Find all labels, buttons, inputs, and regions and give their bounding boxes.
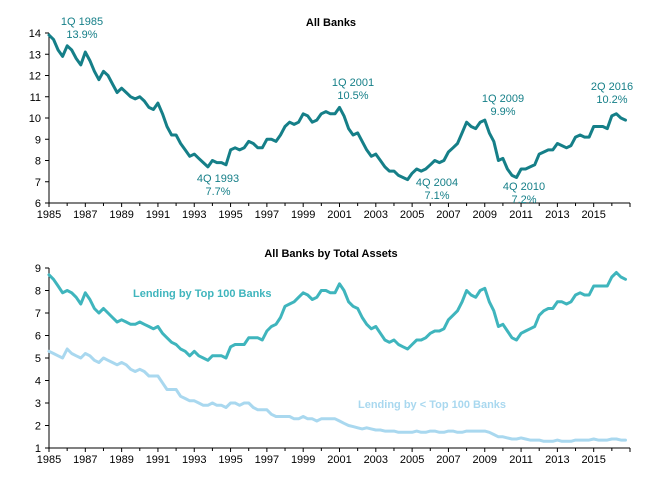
x-tick-label: 2009 (473, 454, 497, 466)
series-label-below-top100: Lending by < Top 100 Banks (358, 399, 506, 411)
annotation-1q2001-value: 10.5% (337, 90, 368, 102)
x-tick-label: 1999 (291, 209, 315, 221)
x-tick-label: 2007 (436, 209, 460, 221)
x-tick-label: 1987 (73, 209, 97, 221)
x-tick-label: 2001 (327, 454, 351, 466)
annotation-4q2004-value: 7.1% (424, 190, 449, 202)
annotation-4q2004-period: 4Q 2004 (416, 177, 458, 189)
chart1-series-line-1 (47, 33, 627, 182)
y-tick-label: 10 (29, 113, 41, 125)
y-tick-label: 13 (29, 49, 41, 61)
annotation-1q2009-value: 9.9% (490, 106, 515, 118)
x-tick-label: 2015 (581, 209, 605, 221)
x-tick-label: 2005 (400, 209, 424, 221)
annotation-2q2016-period: 2Q 2016 (591, 81, 633, 93)
annotation-4q2010-period: 4Q 2010 (503, 181, 545, 193)
annotation-1q2001-period: 1Q 2001 (332, 77, 374, 89)
y-tick-label: 7 (35, 177, 41, 189)
chart2-plot: 1 2 3 4 5 6 7 8 9 1985 1987 1989 1991 1993 1995 1997 199… (35, 263, 631, 466)
x-tick-label: 2003 (364, 209, 388, 221)
x-tick-label: 1991 (146, 454, 170, 466)
chart1-title: All Banks (306, 17, 356, 29)
x-tick-label: 1993 (182, 454, 206, 466)
y-tick-label: 5 (35, 353, 41, 365)
y-tick-label: 1 (35, 443, 41, 455)
series-label-top100: Lending by Top 100 Banks (133, 288, 272, 300)
y-tick-label: 6 (35, 331, 41, 343)
x-tick-label: 1995 (218, 209, 242, 221)
chart2-title: All Banks by Total Assets (264, 248, 397, 260)
x-tick-label: 2013 (545, 209, 569, 221)
chart1-plot: 6 7 8 9 10 11 12 13 14 1985 1987 1989 1991 1993 1995 19… (29, 28, 631, 221)
annotation-4q1993-value: 7.7% (205, 186, 230, 198)
x-tick-label: 1997 (255, 454, 279, 466)
x-tick-label: 2011 (509, 209, 533, 221)
x-tick-label: 2013 (545, 454, 569, 466)
chart1-annotations: 1Q 1985 13.9% 4Q 1993 7.7% 1Q 2001 10.5%… (61, 16, 633, 206)
x-tick-label: 1997 (255, 209, 279, 221)
x-tick-label: 2005 (400, 454, 424, 466)
x-tick-label: 2009 (473, 209, 497, 221)
chart2-series-line-1 (47, 271, 627, 362)
x-tick-label: 2007 (436, 454, 460, 466)
annotation-2q2016-value: 10.2% (596, 94, 627, 106)
x-tick-label: 2001 (327, 209, 351, 221)
y-tick-label: 8 (35, 286, 41, 298)
y-tick-label: 3 (35, 398, 41, 410)
x-tick-label: 1989 (109, 209, 133, 221)
x-tick-label: 1993 (182, 209, 206, 221)
x-tick-label: 1987 (73, 454, 97, 466)
x-tick-label: 2015 (581, 454, 605, 466)
annotation-1q1985-value: 13.9% (66, 29, 97, 41)
x-tick-label: 2003 (364, 454, 388, 466)
y-tick-label: 7 (35, 308, 41, 320)
y-tick-label: 8 (35, 156, 41, 168)
y-tick-label: 4 (35, 376, 41, 388)
annotation-1q1985-period: 1Q 1985 (61, 16, 103, 28)
x-tick-label: 1999 (291, 454, 315, 466)
y-tick-label: 6 (35, 198, 41, 210)
x-tick-label: 2011 (509, 454, 533, 466)
y-tick-label: 14 (29, 28, 41, 40)
x-tick-label: 1985 (37, 209, 61, 221)
y-tick-label: 12 (29, 71, 41, 83)
x-tick-label: 1989 (109, 454, 133, 466)
annotation-4q2010-value: 7.2% (511, 194, 536, 206)
x-tick-label: 1991 (146, 209, 170, 221)
annotation-1q2009-period: 1Q 2009 (482, 93, 524, 105)
x-tick-label: 1995 (218, 454, 242, 466)
y-tick-label: 9 (35, 134, 41, 146)
annotation-4q1993-period: 4Q 1993 (197, 173, 239, 185)
x-tick-label: 1985 (37, 454, 61, 466)
y-tick-label: 11 (30, 92, 41, 104)
y-tick-label: 2 (35, 421, 41, 433)
chart2-series-line-2 (47, 347, 627, 443)
y-tick-label: 9 (35, 263, 41, 275)
